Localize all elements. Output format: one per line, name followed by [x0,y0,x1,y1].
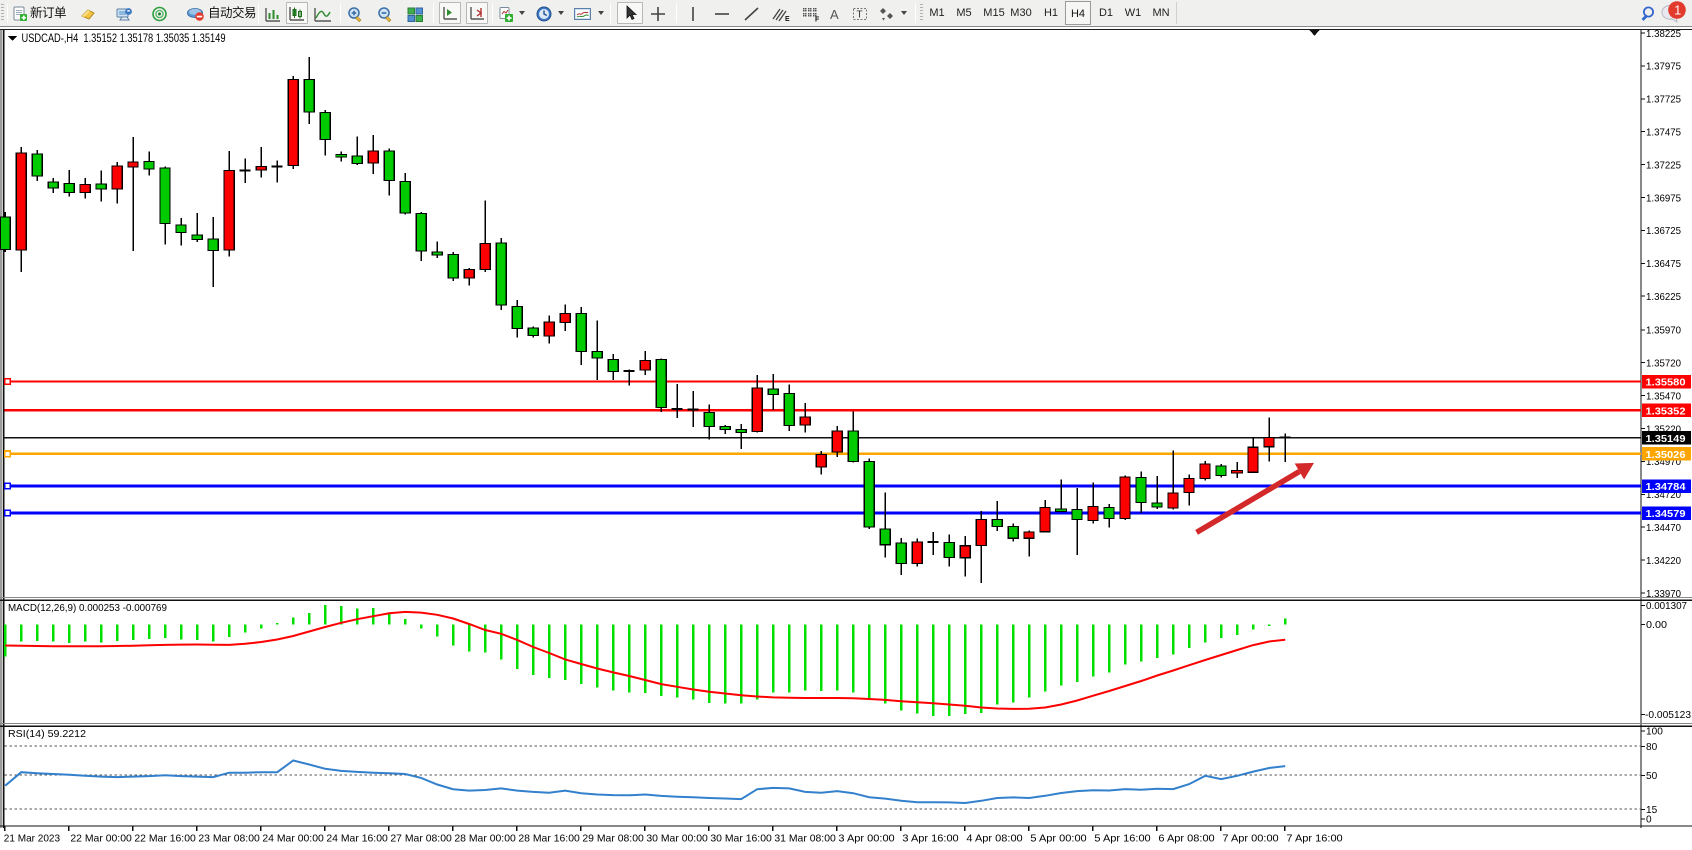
svg-text:28 Mar 16:00: 28 Mar 16:00 [518,833,580,845]
svg-text:0.00: 0.00 [1646,619,1667,631]
svg-text:29 Mar 08:00: 29 Mar 08:00 [582,833,644,845]
svg-text:1.34220: 1.34220 [1646,555,1681,567]
svg-text:1.34470: 1.34470 [1646,522,1681,534]
svg-text:1: 1 [1674,4,1681,18]
svg-text:1.34784: 1.34784 [1646,481,1686,493]
svg-text:7 Apr 16:00: 7 Apr 16:00 [1286,833,1342,845]
svg-text:24 Mar 00:00: 24 Mar 00:00 [262,833,324,845]
svg-text:USDCAD-,H4 1.35152 1.35178 1.: USDCAD-,H4 1.35152 1.35178 1.35035 1.351… [22,33,226,45]
svg-text:30 Mar 16:00: 30 Mar 16:00 [710,833,772,845]
svg-text:0: 0 [1646,814,1652,826]
svg-text:-0.005123: -0.005123 [1645,709,1691,721]
svg-text:5 Apr 00:00: 5 Apr 00:00 [1030,833,1086,845]
svg-text:1.33970: 1.33970 [1646,588,1681,600]
svg-text:1.35720: 1.35720 [1646,358,1681,370]
svg-text:1.35026: 1.35026 [1646,449,1686,461]
svg-text:4 Apr 08:00: 4 Apr 08:00 [966,833,1022,845]
svg-text:3 Apr 16:00: 3 Apr 16:00 [902,833,958,845]
svg-text:15: 15 [1646,804,1657,816]
svg-text:27 Mar 08:00: 27 Mar 08:00 [390,833,452,845]
svg-text:1.36975: 1.36975 [1646,192,1681,204]
svg-text:1.35970: 1.35970 [1646,325,1681,337]
svg-text:1.38225: 1.38225 [1646,28,1681,40]
svg-text:30 Mar 00:00: 30 Mar 00:00 [646,833,708,845]
svg-text:F: F [815,17,820,24]
svg-text:23 Mar 08:00: 23 Mar 08:00 [198,833,260,845]
svg-text:1.37725: 1.37725 [1646,94,1681,106]
svg-text:7 Apr 00:00: 7 Apr 00:00 [1222,833,1278,845]
svg-text:RSI(14) 59.2212: RSI(14) 59.2212 [8,728,86,740]
svg-text:24 Mar 16:00: 24 Mar 16:00 [326,833,388,845]
svg-text:1.36725: 1.36725 [1646,225,1681,237]
svg-text:22 Mar 00:00: 22 Mar 00:00 [70,833,132,845]
svg-text:5 Apr 16:00: 5 Apr 16:00 [1094,833,1150,845]
svg-text:1.37225: 1.37225 [1646,159,1681,171]
svg-text:MACD(12,26,9) 0.000253 -0.0007: MACD(12,26,9) 0.000253 -0.000769 [8,602,167,614]
svg-text:31 Mar 08:00: 31 Mar 08:00 [774,833,836,845]
svg-text:A: A [830,7,839,22]
svg-text:0.001307: 0.001307 [1646,600,1687,612]
svg-text:T: T [857,10,863,21]
svg-text:6 Apr 08:00: 6 Apr 08:00 [1158,833,1214,845]
svg-text:28 Mar 00:00: 28 Mar 00:00 [454,833,516,845]
svg-text:1.35352: 1.35352 [1646,405,1686,417]
svg-text:22 Mar 16:00: 22 Mar 16:00 [134,833,196,845]
svg-text:21 Mar 2023: 21 Mar 2023 [4,833,60,845]
svg-text:50: 50 [1646,770,1657,782]
svg-text:1.36225: 1.36225 [1646,291,1681,303]
svg-text:1.36475: 1.36475 [1646,258,1681,270]
svg-text:3 Apr 00:00: 3 Apr 00:00 [838,833,894,845]
svg-text:80: 80 [1646,741,1657,753]
svg-text:1.35149: 1.35149 [1646,433,1686,445]
svg-text:1.34579: 1.34579 [1646,508,1686,520]
svg-text:1.37475: 1.37475 [1646,127,1681,139]
svg-text:E: E [785,16,790,23]
svg-text:100: 100 [1646,726,1663,738]
svg-text:1.37975: 1.37975 [1646,61,1681,73]
svg-text:1.35470: 1.35470 [1646,390,1681,402]
svg-text:1.35580: 1.35580 [1646,377,1686,389]
